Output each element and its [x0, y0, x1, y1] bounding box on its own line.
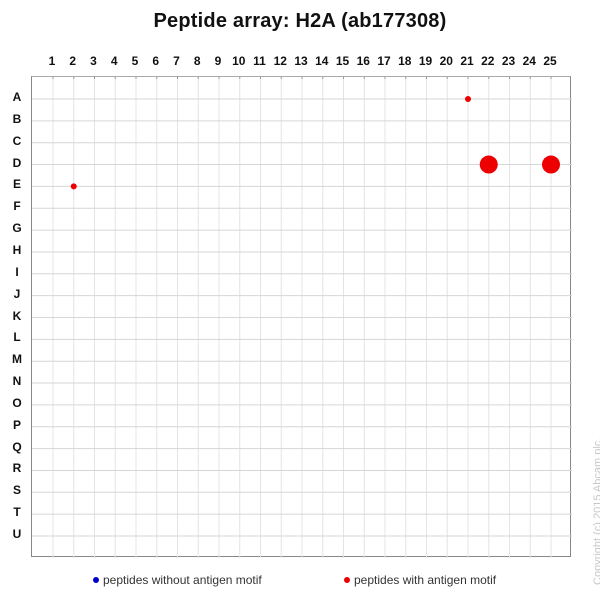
x-tick-label: 14	[315, 54, 329, 68]
x-tick-label: 17	[377, 54, 391, 68]
x-tick-label: 10	[232, 54, 246, 68]
x-tick-label: 16	[356, 54, 370, 68]
x-tick-label: 3	[90, 54, 97, 68]
legend-item-with-motif: peptides with antigen motif	[344, 573, 496, 587]
x-tick-label: 25	[543, 54, 557, 68]
y-tick-label: L	[13, 330, 21, 345]
x-tick-label: 15	[335, 54, 350, 68]
data-point	[70, 183, 77, 190]
legend-item-without-motif: peptides without antigen motif	[93, 573, 262, 587]
x-tick-label: 2	[69, 54, 77, 68]
x-tick-label: 18	[398, 54, 412, 68]
x-tick-label: 1	[48, 54, 56, 68]
red-dot-icon	[344, 577, 350, 583]
blue-dot-icon	[93, 577, 99, 583]
x-tick-label: 12	[273, 54, 287, 68]
copyright-text: Copyright (c) 2015 Abcam plc.	[592, 437, 600, 585]
data-point	[479, 155, 498, 174]
y-tick-label: O	[12, 395, 22, 410]
x-tick-label: 6	[152, 54, 160, 68]
data-point	[465, 96, 471, 102]
x-tick-label: 4	[110, 54, 118, 68]
y-tick-label: E	[12, 177, 21, 192]
y-tick-label: N	[12, 374, 22, 389]
y-tick-label: K	[12, 308, 22, 323]
y-tick-label: C	[12, 133, 22, 148]
x-tick-label: 19	[418, 54, 433, 68]
x-tick-label: 9	[214, 54, 222, 68]
y-tick-label: F	[13, 199, 21, 214]
x-tick-label: 23	[501, 54, 516, 68]
y-tick-label: M	[12, 352, 22, 367]
y-tick-label: Q	[12, 439, 22, 454]
x-tick-label: 8	[193, 54, 201, 68]
x-tick-label: 5	[131, 54, 139, 68]
x-tick-label: 21	[460, 54, 474, 68]
data-point	[542, 155, 560, 174]
y-tick-label: J	[13, 286, 21, 301]
y-tick-label: T	[13, 505, 21, 520]
grid-and-points	[32, 77, 572, 558]
x-tick-label: 22	[481, 54, 495, 68]
chart-title: Peptide array: H2A (ab177308)	[153, 10, 447, 32]
y-tick-label: G	[12, 221, 22, 236]
y-tick-label: P	[12, 417, 21, 432]
y-tick-label: R	[12, 461, 22, 476]
x-tick-label: 24	[522, 54, 536, 68]
y-tick-label: D	[12, 155, 22, 170]
y-tick-label: U	[12, 527, 22, 541]
x-tick-label: 20	[439, 54, 453, 68]
x-tick-label: 11	[253, 54, 266, 68]
y-tick-label: I	[15, 264, 19, 279]
plot-area	[31, 76, 572, 558]
legend-label: peptides without antigen motif	[103, 573, 262, 587]
y-tick-label: B	[12, 111, 22, 126]
legend-label: peptides with antigen motif	[354, 573, 497, 587]
y-tick-label: A	[12, 90, 22, 104]
x-tick-label: 13	[294, 54, 308, 68]
y-tick-label: H	[12, 242, 22, 257]
y-tick-label: S	[12, 483, 21, 498]
x-tick-label: 7	[173, 54, 180, 68]
